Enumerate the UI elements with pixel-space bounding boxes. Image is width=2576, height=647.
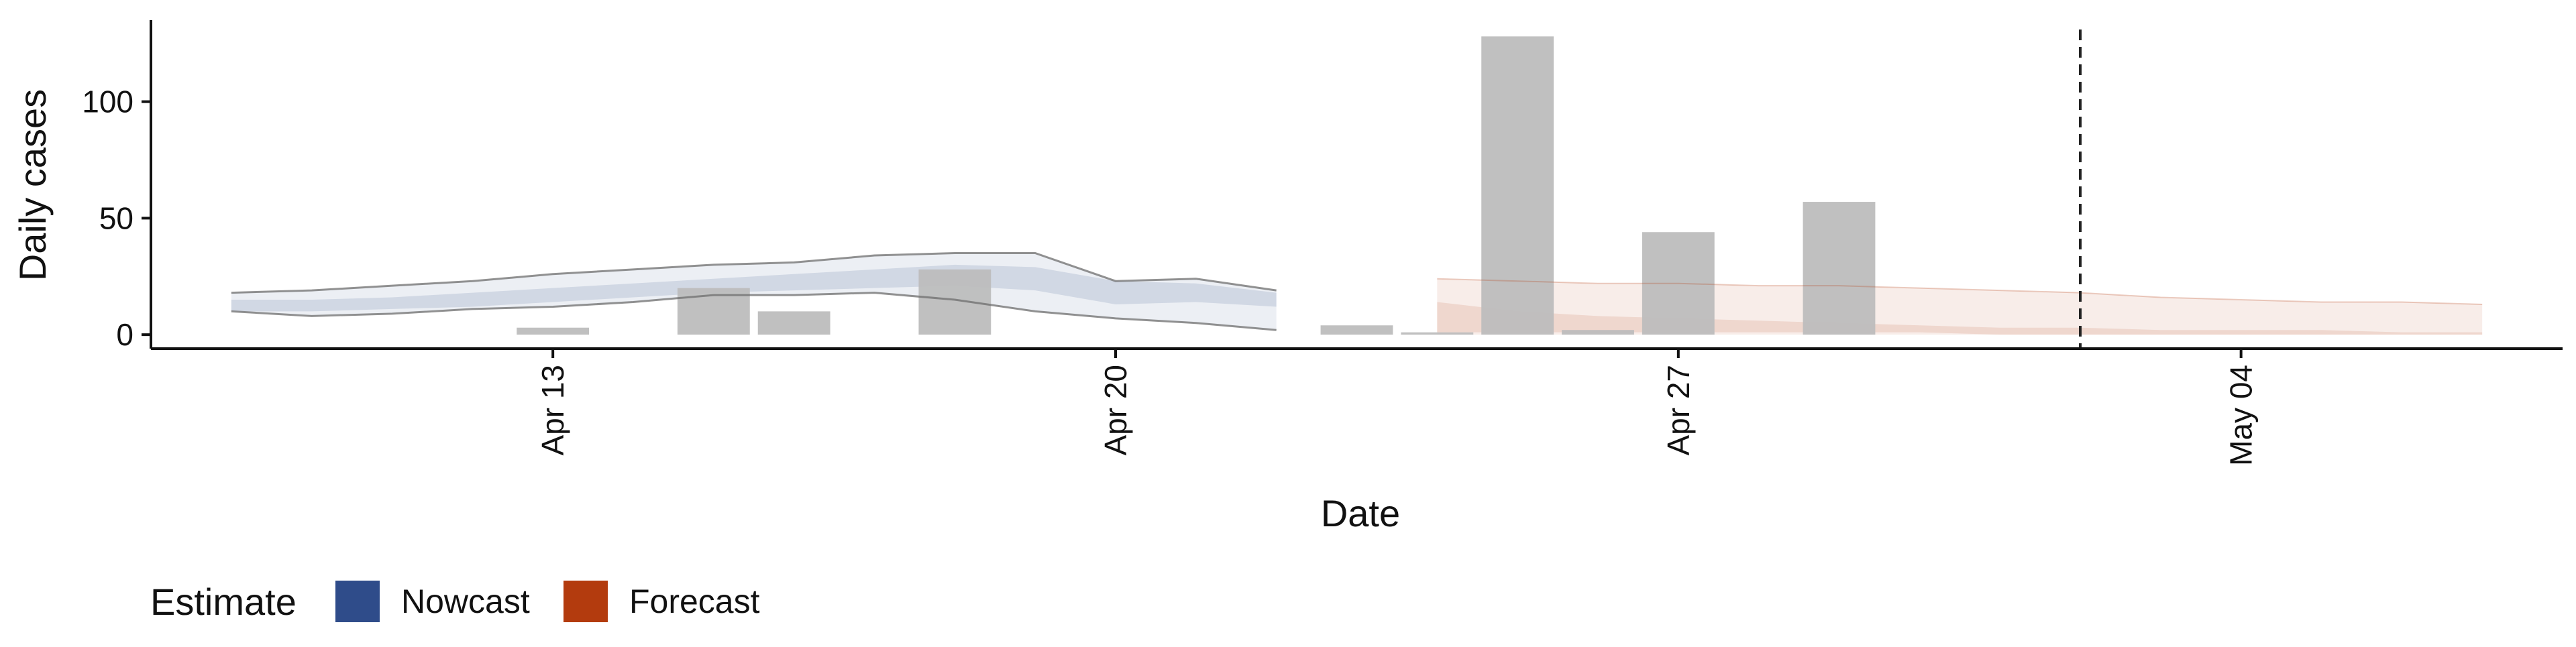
y-tick-label: 0 [116, 317, 133, 352]
estimate-bands [231, 253, 2483, 335]
x-tick-label: Apr 20 [1098, 365, 1133, 456]
case-bar [1562, 330, 1634, 335]
case-bar [1401, 332, 1474, 335]
x-tick-label: Apr 27 [1661, 365, 1696, 456]
x-tick-label: Apr 13 [535, 365, 570, 456]
case-bar [517, 327, 590, 335]
legend-label-nowcast: Nowcast [401, 583, 530, 620]
case-bar [918, 269, 991, 335]
nowcast-band-50 [231, 264, 1277, 312]
case-bar [757, 311, 830, 335]
x-tick-label: May 04 [2224, 365, 2259, 466]
legend-swatch-forecast [564, 581, 608, 622]
y-tick-label: 100 [82, 84, 133, 119]
case-bar [1642, 232, 1715, 335]
nowcast-upper-line [231, 252, 1277, 294]
nowcast-lower-line [231, 292, 1277, 331]
axis-ticks: 0 50 100 Apr 13 Apr 20 Apr 27 May 04 [82, 84, 2258, 466]
case-bar [1481, 36, 1554, 335]
legend-swatch-nowcast [335, 581, 380, 622]
legend: Estimate Nowcast Forecast [150, 581, 760, 623]
case-bar [1803, 202, 1876, 335]
y-axis-label: Daily cases [11, 89, 54, 281]
forecast-upper-line [1437, 278, 2483, 305]
y-tick-label: 50 [99, 200, 133, 235]
estimate-interval-lines [231, 252, 2483, 331]
nowcast-band-90 [231, 253, 1277, 331]
x-axis-label: Date [1321, 492, 1400, 534]
legend-label-forecast: Forecast [629, 583, 760, 620]
observed-bars [517, 36, 1876, 335]
case-bar [1320, 325, 1393, 335]
legend-title: Estimate [150, 581, 297, 623]
